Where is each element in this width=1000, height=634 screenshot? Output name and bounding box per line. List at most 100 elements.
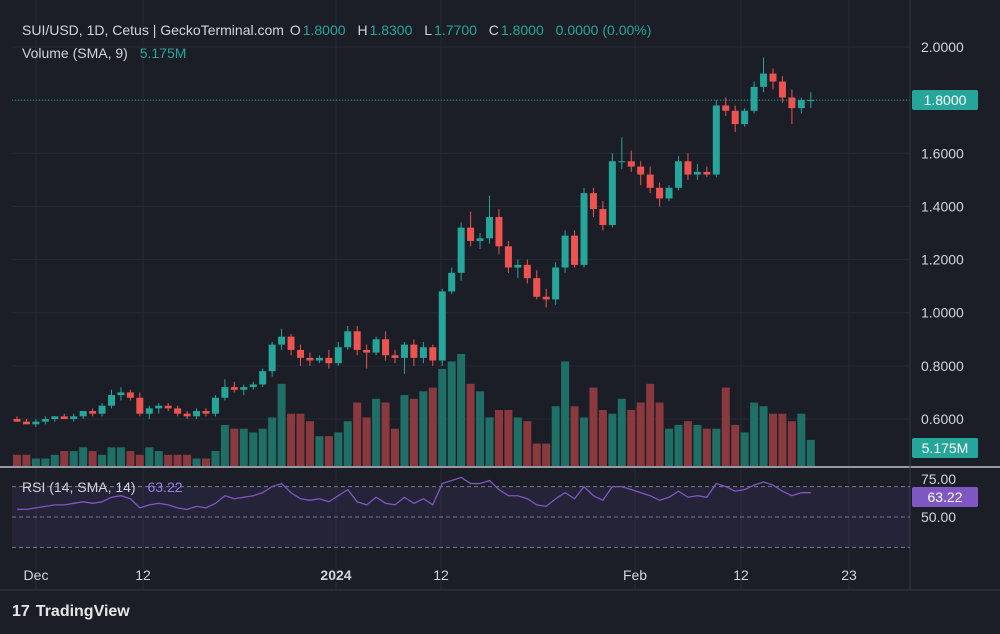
candle-body [136,397,144,414]
candle [230,381,238,393]
candle [429,344,437,366]
candle [183,411,191,419]
candle-body [712,105,720,175]
tradingview-icon: 17 [12,603,30,620]
candle-body [741,110,749,125]
rsi-line [17,476,811,511]
candle [533,270,541,300]
candle [476,233,484,249]
volume-bar [721,387,730,466]
candle [684,153,692,180]
volume-bar [98,454,107,466]
time-tick-label: 12 [733,567,749,583]
rsi-tag: 63.22 [912,487,978,507]
volume-bar [731,424,740,466]
candle-body [750,86,758,111]
candle [315,355,323,364]
candle [221,379,229,401]
volume-bar [466,383,475,466]
candle-body [438,291,446,361]
candle [60,413,68,419]
volume-bar [183,454,192,466]
volume-bar [513,417,522,466]
volume-bar [457,354,466,466]
candle [353,326,361,356]
brand-name: TradingView [35,603,130,620]
symbol-title[interactable]: SUI/USD, 1D, Cetus | GeckoTerminal.com [22,22,284,38]
price-tick-label: 1.6000 [921,145,964,161]
candle-body [523,264,531,279]
candle [769,68,777,90]
candle [457,222,465,281]
candle-body [240,387,248,390]
volume-bar [230,428,239,466]
volume-bar [693,424,702,466]
low-value: 1.7700 [434,22,477,38]
candle [211,395,219,417]
candle-body [561,235,569,268]
volume-bar [646,383,655,466]
rsi-value: 63.22 [147,479,183,495]
candle-body [174,408,182,414]
volume-bar [145,447,154,466]
volume-bar [268,417,277,466]
candle [155,403,163,414]
volume-bar [239,428,248,466]
candle-body [60,416,68,419]
candle [646,166,654,194]
candle [448,267,456,295]
candle [618,137,626,170]
volume-bar [154,451,163,466]
time-tick-label: Feb [623,567,647,583]
volume-bar [31,458,40,466]
candle [259,368,267,388]
volume-label[interactable]: Volume (SMA, 9) [22,45,128,61]
volume-bar [409,398,418,466]
volume-bar [617,398,626,466]
candle-body [646,174,654,188]
volume-bar [494,410,503,466]
rsi-label[interactable]: RSI (14, SMA, 14) [22,479,136,495]
candle-body [467,227,475,241]
candle-body [391,355,399,358]
volume-bar [551,406,560,466]
volume-legend: Volume (SMA, 9) 5.175M [22,45,188,61]
candle [249,381,257,390]
candle [712,100,720,178]
volume-bar [173,454,182,466]
candle-body [382,339,390,356]
candle [13,416,21,422]
time-tick-label: 23 [841,567,857,583]
time-tick-label: 12 [135,567,151,583]
candle [193,408,201,419]
price-tick-label: 1.4000 [921,198,964,214]
volume-bar [249,432,258,466]
rsi-tick-label: 50.00 [921,509,956,525]
high-value: 1.8300 [369,22,413,38]
volume-bar [485,417,494,466]
candle-body [684,161,692,175]
volume-bar [79,447,88,466]
candle [693,163,701,180]
volume-bar [655,402,664,466]
candle-body [278,336,286,345]
candle [656,182,664,207]
volume-bar [523,421,532,466]
volume-bar [797,413,806,466]
time-tick-label: 12 [433,567,449,583]
open-label: O [289,22,301,38]
volume-bar [192,458,201,466]
candle-body [637,166,645,175]
tradingview-logo[interactable]: 17 TradingView [12,603,130,621]
close-label: C [488,22,499,38]
candle [637,161,645,186]
candle [750,81,758,114]
volume-bar [712,428,721,466]
candle-body [495,217,503,247]
candle [608,153,616,228]
candle [467,211,475,247]
candle-body [514,264,522,268]
candle [382,331,390,361]
candle-body [334,347,342,364]
